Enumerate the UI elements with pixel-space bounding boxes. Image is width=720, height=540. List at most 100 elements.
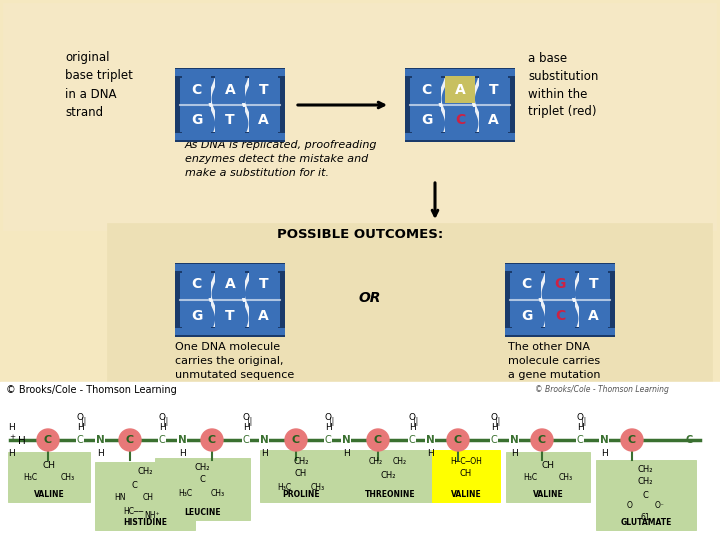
Text: O: O [158, 413, 166, 422]
Bar [510, 269, 610, 331]
Text: A: A [225, 278, 235, 292]
Text: A: A [258, 308, 269, 322]
Bar [405, 68, 515, 78]
Text: H₃C: H₃C [23, 474, 37, 483]
Bar [505, 263, 615, 337]
Bar [405, 69, 515, 76]
Text: C: C [490, 435, 498, 445]
Bar [579, 271, 608, 298]
Text: C: C [76, 435, 84, 445]
Bar [446, 107, 474, 134]
Text: original
base triplet
in a DNA
strand: original base triplet in a DNA strand [65, 51, 133, 118]
Text: C─: C─ [686, 435, 699, 445]
Bar [405, 132, 515, 142]
Text: N: N [510, 435, 518, 445]
Bar [4, 4, 716, 230]
Text: CH₃: CH₃ [311, 483, 325, 491]
Text: O: O [76, 413, 84, 422]
Bar [248, 302, 278, 329]
Text: CH₃: CH₃ [61, 474, 75, 483]
Text: C: C [421, 83, 432, 97]
Text: O: O [325, 413, 331, 422]
Text: T: T [489, 83, 498, 97]
Text: O: O [627, 501, 633, 510]
Text: CH₂: CH₂ [369, 457, 383, 467]
Bar [248, 271, 278, 298]
Bar [175, 69, 285, 76]
Text: ||: || [329, 417, 334, 427]
Text: CH₂: CH₂ [138, 468, 153, 476]
Text: VALINE: VALINE [34, 490, 64, 499]
Bar [479, 76, 508, 103]
Text: T: T [225, 308, 235, 322]
Text: C: C [521, 278, 532, 292]
Bar [545, 271, 575, 298]
Bar [545, 302, 575, 329]
Bar [175, 68, 285, 142]
Bar [182, 107, 212, 134]
Bar [505, 264, 615, 271]
Bar [175, 263, 285, 337]
Text: O: O [243, 413, 250, 422]
Text: THREONINE: THREONINE [365, 490, 415, 499]
Bar [506, 452, 590, 502]
Text: C: C [409, 435, 415, 445]
Text: C: C [555, 308, 565, 322]
Bar [215, 302, 245, 329]
Text: One DNA molecule
carries the original,
unmutated sequence: One DNA molecule carries the original, u… [175, 342, 294, 380]
Circle shape [119, 429, 141, 451]
Text: C: C [642, 490, 648, 500]
Text: G: G [191, 308, 202, 322]
Text: H₃C: H₃C [523, 474, 537, 483]
Text: N: N [96, 435, 104, 445]
Bar [512, 271, 541, 298]
Text: H: H [325, 422, 331, 431]
Text: $^+$H: $^+$H [8, 434, 26, 447]
Bar [182, 302, 212, 329]
Text: N: N [426, 435, 434, 445]
Text: a base
substitution
within the
triplet (red): a base substitution within the triplet (… [528, 51, 598, 118]
Text: H: H [343, 449, 349, 457]
Text: HN: HN [114, 494, 126, 503]
Bar [175, 328, 285, 335]
Text: T: T [258, 278, 268, 292]
Bar [108, 224, 712, 382]
Text: VALINE: VALINE [451, 490, 482, 499]
Text: CH: CH [295, 469, 307, 478]
Bar [579, 302, 608, 329]
Bar [260, 450, 342, 502]
Circle shape [621, 429, 643, 451]
Text: C: C [243, 435, 249, 445]
Text: ||: || [581, 417, 586, 427]
Text: CH: CH [143, 494, 153, 503]
Text: As DNA is replicated, proofreading
enzymes detect the mistake and
make a substit: As DNA is replicated, proofreading enzym… [185, 140, 377, 178]
Bar [215, 271, 245, 298]
Text: ||: || [81, 417, 86, 427]
Text: H: H [8, 449, 14, 457]
Bar [175, 327, 285, 337]
Text: 61: 61 [640, 514, 650, 523]
Text: T: T [258, 83, 268, 97]
Text: PROLINE: PROLINE [282, 490, 320, 499]
Text: G: G [554, 278, 566, 292]
Text: C: C [126, 435, 134, 445]
Text: CH₃: CH₃ [559, 474, 573, 483]
Bar [412, 76, 441, 103]
Text: HC──: HC── [123, 507, 143, 516]
Text: N: N [341, 435, 351, 445]
Bar [432, 450, 500, 502]
Text: © Brooks/Cole - Thomson Learning: © Brooks/Cole - Thomson Learning [6, 385, 176, 395]
Text: LEUCINE: LEUCINE [184, 508, 221, 517]
Text: A: A [258, 113, 269, 127]
Text: T: T [588, 278, 598, 292]
Text: T: T [225, 113, 235, 127]
Text: C: C [628, 435, 636, 445]
Bar [180, 74, 280, 136]
Circle shape [37, 429, 59, 451]
Text: C: C [44, 435, 52, 445]
Text: The other DNA
molecule carries
a gene mutation: The other DNA molecule carries a gene mu… [508, 342, 600, 380]
Bar [8, 452, 90, 502]
Text: N: N [178, 435, 186, 445]
Text: H: H [8, 422, 14, 431]
Text: C: C [374, 435, 382, 445]
